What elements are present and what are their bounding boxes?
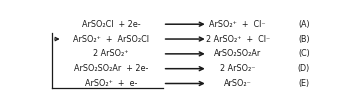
Text: (B): (B): [298, 35, 310, 44]
Text: 2 ArSO₂⁺: 2 ArSO₂⁺: [93, 49, 128, 58]
Text: (C): (C): [298, 49, 310, 58]
Text: ArSO₂⁺  +  ArSO₂Cl: ArSO₂⁺ + ArSO₂Cl: [73, 35, 149, 44]
Text: ArSO₂Cl  + 2e-: ArSO₂Cl + 2e-: [82, 20, 140, 29]
Text: ArSO₂⁺  +  Cl⁻: ArSO₂⁺ + Cl⁻: [209, 20, 266, 29]
Text: 2 ArSO₂⁺  +  Cl⁻: 2 ArSO₂⁺ + Cl⁻: [206, 35, 270, 44]
Text: ArSO₂⁻: ArSO₂⁻: [224, 79, 252, 88]
Text: (A): (A): [298, 20, 310, 29]
Text: (D): (D): [298, 64, 310, 73]
Text: ArSO₂SO₂Ar  + 2e-: ArSO₂SO₂Ar + 2e-: [74, 64, 148, 73]
Text: ArSO₂SO₂Ar: ArSO₂SO₂Ar: [214, 49, 261, 58]
Text: ArSO₂⁺  +  e-: ArSO₂⁺ + e-: [84, 79, 137, 88]
Text: (E): (E): [299, 79, 310, 88]
Text: 2 ArSO₂⁻: 2 ArSO₂⁻: [220, 64, 256, 73]
